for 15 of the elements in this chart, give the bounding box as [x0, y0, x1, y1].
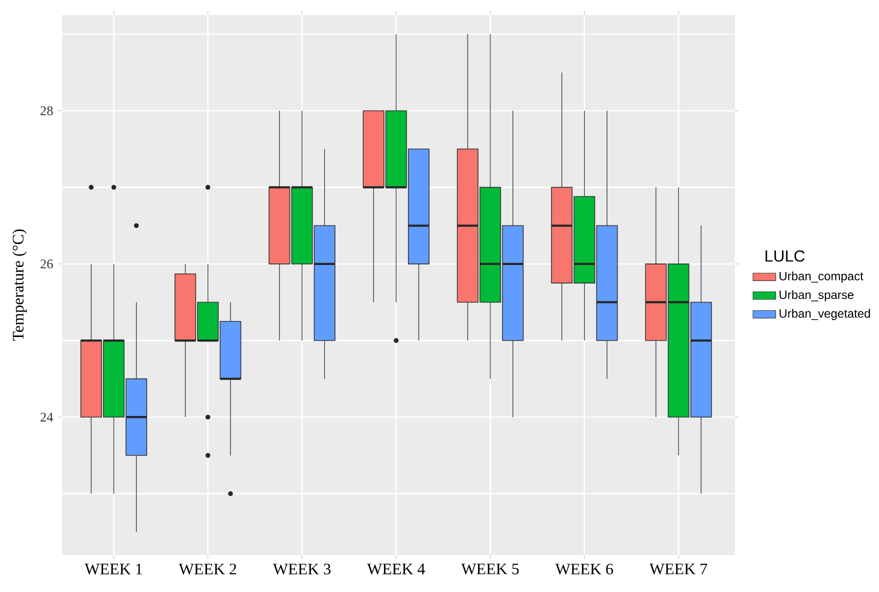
- legend-label: Urban_sparse: [780, 290, 854, 302]
- legend-title: LULC: [766, 250, 805, 262]
- y-tick-label: 28: [40, 106, 53, 116]
- x-tick-label: WEEK 1: [84, 564, 142, 575]
- y-axis-title: Temperature (°C): [12, 230, 27, 341]
- legend-label: Urban_vegetated: [780, 308, 870, 320]
- y-tick-label: 24: [40, 412, 54, 422]
- x-tick-label: WEEK 4: [367, 564, 426, 574]
- legend-label: Urban_compact: [780, 272, 864, 283]
- x-tick-label: WEEK 5: [461, 564, 519, 574]
- y-tick-label: 26: [40, 259, 53, 268]
- x-tick-label: WEEK 2: [178, 564, 236, 575]
- x-tick-label: WEEK 3: [272, 564, 331, 575]
- x-tick-label: WEEK 7: [649, 564, 708, 574]
- x-tick-label: WEEK 6: [555, 564, 614, 575]
